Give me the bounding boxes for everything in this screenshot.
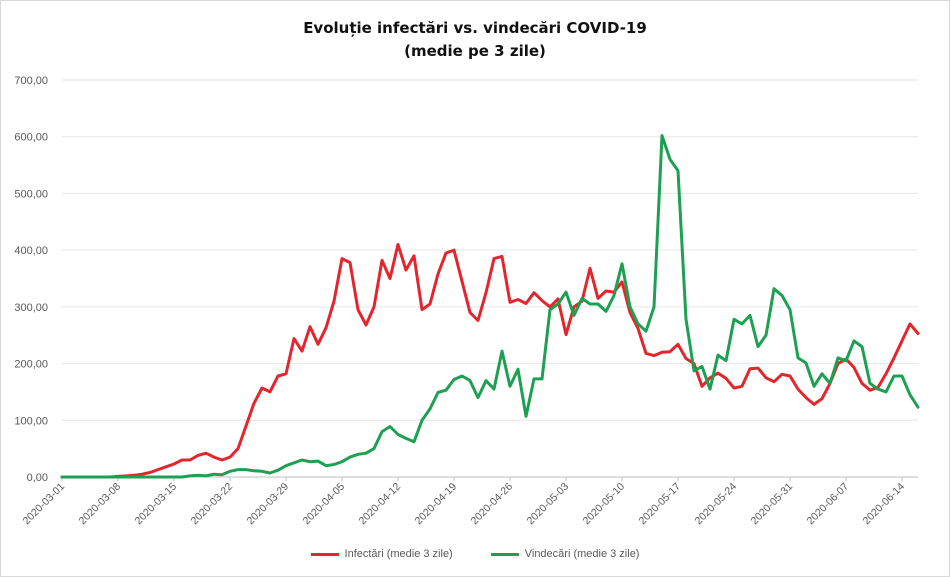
x-tick-label: 2020-04-19 <box>413 481 460 528</box>
legend-label-infectari: Infectări (medie 3 zile) <box>344 548 453 560</box>
chart-title: Evoluție infectări vs. vindecări COVID-1… <box>303 19 647 37</box>
legend-label-vindecari: Vindecări (medie 3 zile) <box>524 548 640 560</box>
x-tick-label: 2020-04-26 <box>469 481 516 528</box>
legend-item-infectari: Infectări (medie 3 zile) <box>310 548 453 560</box>
x-tick-label: 2020-03-01 <box>21 481 68 528</box>
x-tick-label: 2020-05-17 <box>637 481 684 528</box>
x-tick-label: 2020-04-12 <box>357 481 404 528</box>
x-tick-label: 2020-06-07 <box>805 481 852 528</box>
y-axis: 0,00 100,00 200,00 300,00 400,00 500,00 600,00… <box>14 75 48 484</box>
series-line-vindecari <box>60 134 920 479</box>
x-tick-label: 2020-03-08 <box>77 481 124 528</box>
legend-swatch-infectari <box>310 552 339 556</box>
x-tick-label: 2020-03-29 <box>245 481 292 528</box>
x-tick-label: 2020-05-10 <box>581 481 628 528</box>
y-tick-label: 600,00 <box>14 132 48 144</box>
x-tick-label: 2020-05-24 <box>693 481 740 528</box>
x-tick-label: 2020-03-22 <box>189 481 236 528</box>
y-tick-label: 0,00 <box>27 472 48 484</box>
x-tick-label: 2020-06-14 <box>861 481 908 528</box>
y-tick-label: 700,00 <box>14 75 48 87</box>
x-tick-label: 2020-04-05 <box>301 481 348 528</box>
series-line-infectari <box>60 243 920 479</box>
legend-swatch-vindecari <box>490 552 519 556</box>
y-tick-label: 200,00 <box>14 359 48 371</box>
y-tick-label: 100,00 <box>14 415 48 427</box>
gridlines <box>62 79 918 478</box>
y-tick-label: 500,00 <box>14 188 48 200</box>
y-tick-label: 400,00 <box>14 245 48 257</box>
x-tick-label: 2020-05-31 <box>749 481 796 528</box>
chart-subtitle: (medie pe 3 zile) <box>404 42 546 60</box>
x-tick-label: 2020-03-15 <box>133 481 180 528</box>
y-tick-label: 300,00 <box>14 302 48 314</box>
legend-item-vindecari: Vindecări (medie 3 zile) <box>490 548 640 560</box>
x-tick-label: 2020-05-03 <box>525 481 572 528</box>
x-axis: 2020-03-01 2020-03-08 2020-03-15 2020-03-22… <box>21 477 908 528</box>
legend: Infectări (medie 3 zile) Vindecări (medi… <box>0 548 950 560</box>
series-lines <box>60 134 920 479</box>
